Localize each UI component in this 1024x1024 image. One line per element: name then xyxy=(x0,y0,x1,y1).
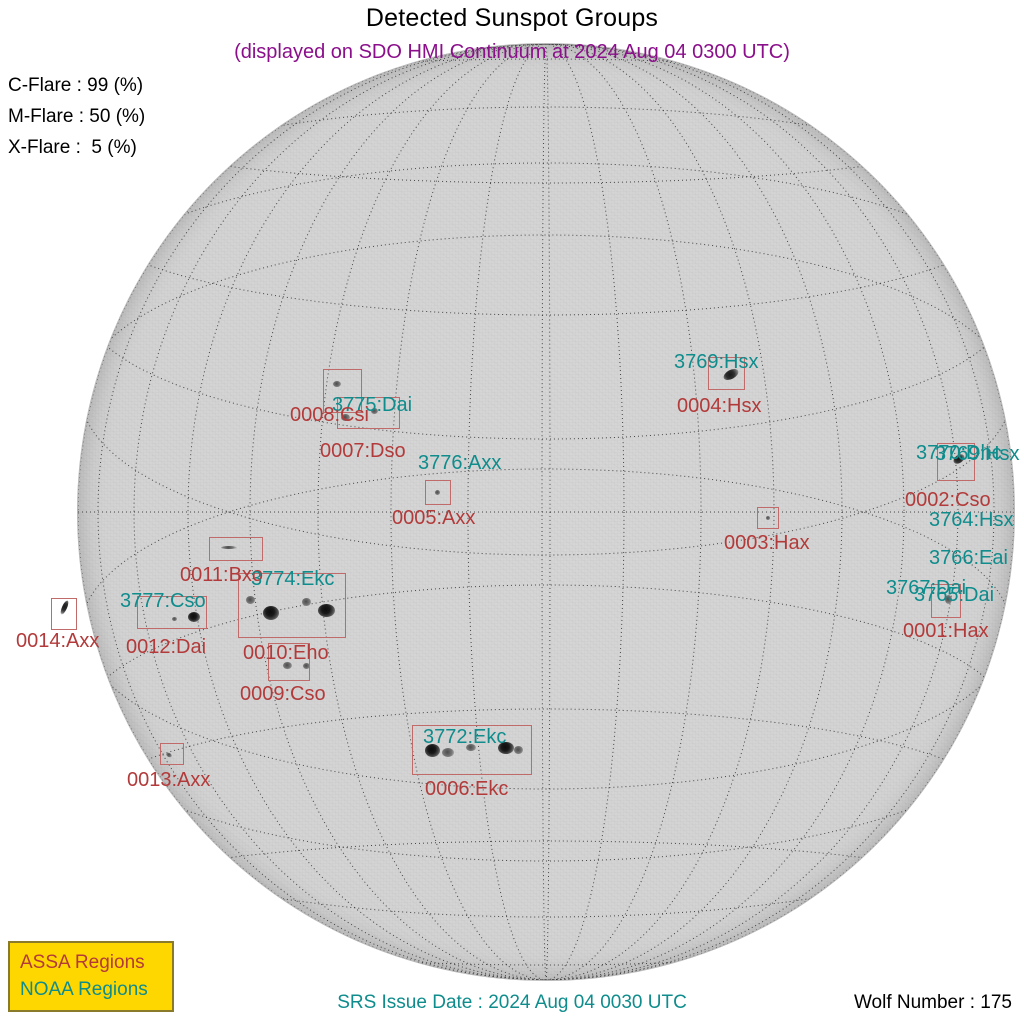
assa-label-0006[interactable]: 0006:Ekc xyxy=(425,778,509,800)
granulation-texture xyxy=(77,43,1015,981)
page-title: Detected Sunspot Groups xyxy=(365,4,659,32)
noaa-label-3769[interactable]: 3769:Hsx xyxy=(674,351,759,373)
noaa-label-3774[interactable]: 3774:Ekc xyxy=(251,568,335,590)
legend-item-noaa: NOAA Regions xyxy=(20,979,148,1000)
region-box-0003[interactable] xyxy=(757,507,779,529)
assa-label-0008[interactable]: 0008:Csi xyxy=(290,404,369,426)
sun-disk-surface xyxy=(77,43,1015,981)
wolf-number: Wolf Number : 175 xyxy=(853,992,1012,1013)
noaa-label-3764[interactable]: 3764:Hsx xyxy=(929,509,1014,531)
assa-label-0009[interactable]: 0009:Cso xyxy=(240,683,326,705)
srs-issue-date: SRS Issue Date : 2024 Aug 04 0030 UTC xyxy=(337,992,687,1013)
noaa-label-3769-right[interactable]: 3769:Hsx xyxy=(935,443,1020,465)
region-box-0014[interactable] xyxy=(51,598,77,630)
m-flare-probability: M-Flare : 50 (%) xyxy=(8,106,146,127)
assa-label-0001[interactable]: 0001:Hax xyxy=(903,620,989,642)
noaa-label-3772[interactable]: 3772:Ekc xyxy=(423,726,507,748)
noaa-label-3765[interactable]: 3765:Dai xyxy=(914,584,995,606)
assa-label-0013[interactable]: 0013:Axx xyxy=(127,769,211,791)
noaa-label-3766[interactable]: 3766:Eai xyxy=(929,547,1008,569)
assa-label-0004[interactable]: 0004:Hsx xyxy=(677,395,762,417)
x-flare-probability: X-Flare : 5 (%) xyxy=(8,137,137,158)
noaa-label-3777[interactable]: 3777:Cso xyxy=(120,590,206,612)
page-subtitle: (displayed on SDO HMI Continuum at 2024 … xyxy=(234,41,790,63)
assa-label-0014[interactable]: 0014:Axx xyxy=(16,630,100,652)
legend-item-assa: ASSA Regions xyxy=(20,952,145,973)
assa-label-0003[interactable]: 0003:Hax xyxy=(724,532,810,554)
assa-label-0012[interactable]: 0012:Dai xyxy=(126,636,207,658)
assa-label-0010[interactable]: 0010:Eho xyxy=(243,642,329,664)
c-flare-probability: C-Flare : 99 (%) xyxy=(8,75,144,96)
flare-probability-block: C-Flare : 99 (%) M-Flare : 50 (%) X-Flar… xyxy=(8,70,145,163)
assa-label-0005[interactable]: 0005:Axx xyxy=(392,507,476,529)
assa-label-0007[interactable]: 0007:Dso xyxy=(320,440,406,462)
region-box-0005[interactable] xyxy=(425,480,451,505)
region-box-0013[interactable] xyxy=(160,743,184,765)
assa-label-0002[interactable]: 0002:Cso xyxy=(905,489,991,511)
noaa-label-3776[interactable]: 3776:Axx xyxy=(418,452,502,474)
region-box-0011[interactable] xyxy=(209,537,263,561)
solar-disk-image xyxy=(77,43,1015,981)
